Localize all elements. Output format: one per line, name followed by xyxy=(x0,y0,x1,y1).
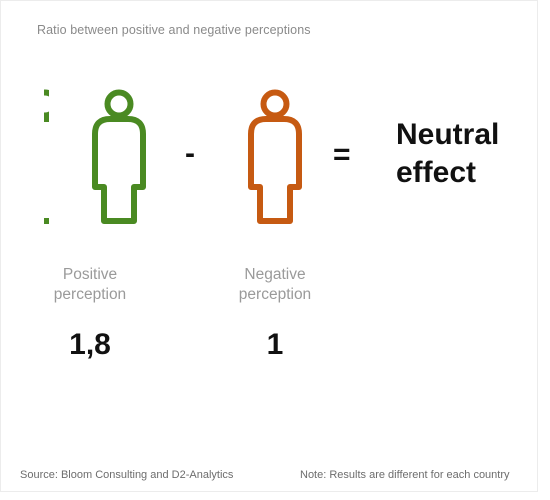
negative-caption: Negative perception xyxy=(215,265,335,305)
positive-caption-line1: Positive xyxy=(62,266,118,283)
result-line2: effect xyxy=(396,156,477,189)
positive-caption: Positive perception xyxy=(30,265,150,305)
minus-operator: - xyxy=(185,137,195,170)
partial-person-icon xyxy=(44,89,49,224)
negative-caption-line2: perception xyxy=(238,286,312,303)
panel-frame xyxy=(0,0,538,492)
subtitle: Ratio between positive and negative perc… xyxy=(37,23,311,37)
result-line1: Neutral xyxy=(396,118,500,151)
positive-caption-line2: perception xyxy=(53,286,127,303)
result-text: Neutral effect xyxy=(396,116,536,192)
source-note: Source: Bloom Consulting and D2-Analytic… xyxy=(20,469,234,481)
negative-value: 1 xyxy=(266,328,284,361)
negative-person-icon xyxy=(248,89,302,224)
positive-value: 1,8 xyxy=(69,328,111,361)
positive-person-icon xyxy=(92,89,146,224)
footnote: Note: Results are different for each cou… xyxy=(300,469,510,481)
negative-caption-line1: Negative xyxy=(244,266,306,283)
equals-operator: = xyxy=(333,138,351,171)
